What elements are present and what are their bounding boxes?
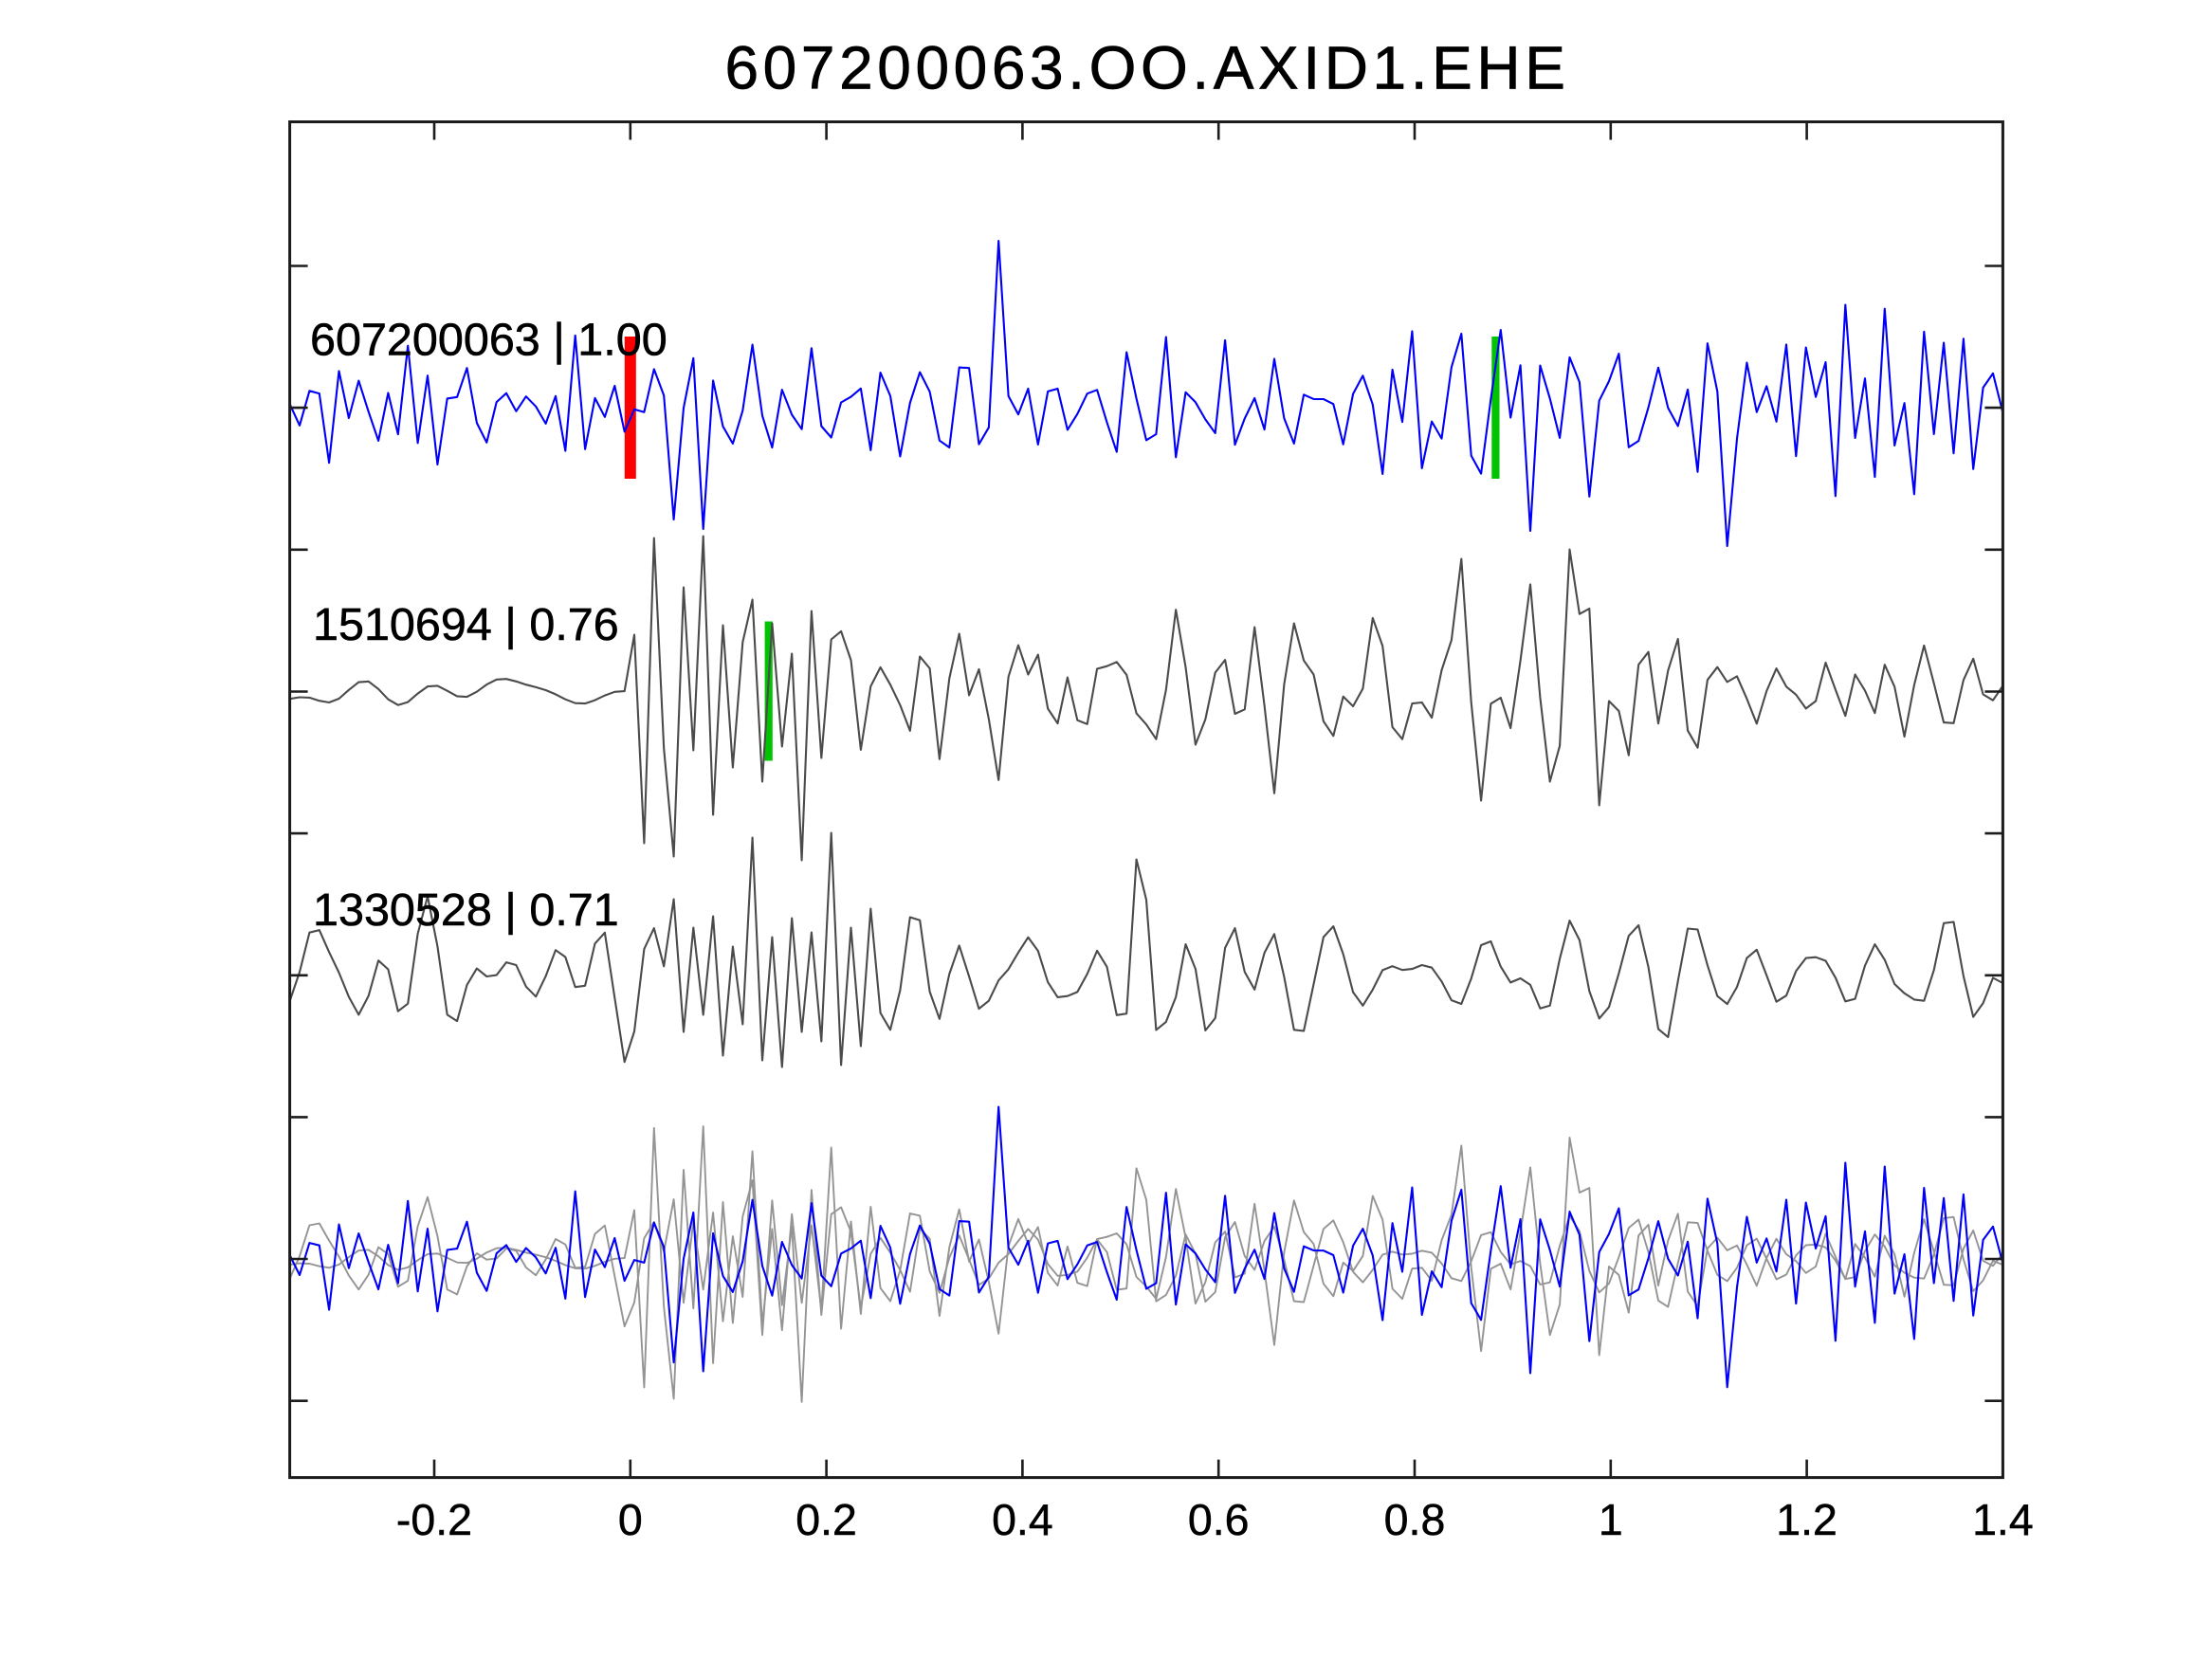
svg-text:-0.2: -0.2: [396, 1495, 472, 1544]
svg-text:0.8: 0.8: [1384, 1495, 1446, 1544]
svg-text:0.6: 0.6: [1188, 1495, 1250, 1544]
svg-text:1.4: 1.4: [1972, 1495, 2034, 1544]
svg-text:607200063 | 1.00: 607200063 | 1.00: [310, 314, 667, 365]
svg-text:607200063.OO.AXID1.EHE: 607200063.OO.AXID1.EHE: [724, 34, 1569, 102]
svg-text:1: 1: [1599, 1495, 1623, 1544]
svg-text:1510694 | 0.76: 1510694 | 0.76: [313, 599, 619, 650]
svg-text:0.2: 0.2: [795, 1495, 857, 1544]
svg-text:1330528 | 0.71: 1330528 | 0.71: [313, 884, 619, 936]
svg-text:1.2: 1.2: [1776, 1495, 1837, 1544]
svg-text:0.4: 0.4: [992, 1495, 1053, 1544]
svg-text:0: 0: [618, 1495, 643, 1544]
